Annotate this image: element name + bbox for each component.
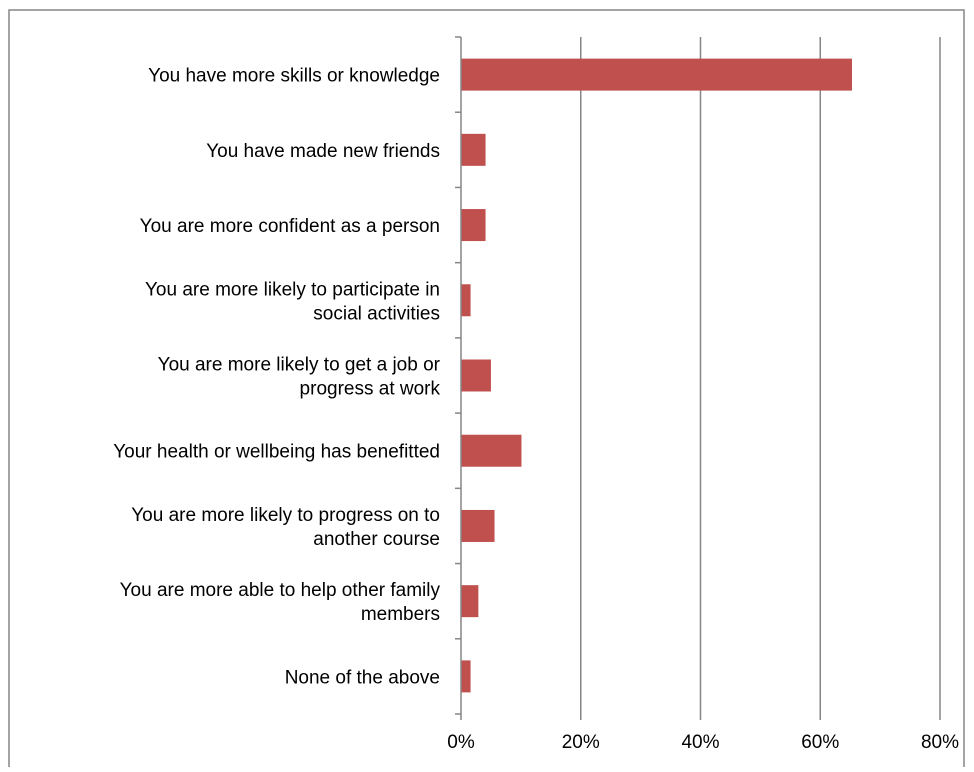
bar (461, 434, 522, 467)
category-label: social activities (313, 303, 440, 324)
category-label: You are more likely to get a job or (158, 355, 441, 376)
category-label: You have made new friends (206, 141, 440, 162)
x-tick-label: 0% (447, 732, 475, 753)
category-label: You have more skills or knowledge (148, 66, 440, 87)
bar (461, 58, 852, 91)
category-label: You are more able to help other family (120, 580, 441, 601)
x-tick-labels: 0% 20% 40% 60% 80% (447, 732, 959, 753)
bar (461, 509, 495, 542)
bar (461, 284, 471, 317)
bar (461, 585, 479, 618)
category-label: Your health or wellbeing has benefitted (113, 442, 440, 463)
category-label: You are more confident as a person (140, 216, 440, 237)
category-label: None of the above (285, 667, 440, 688)
category-label: another course (313, 529, 440, 550)
category-label: members (361, 604, 440, 625)
x-tick-label: 80% (921, 732, 959, 753)
bar (461, 359, 491, 392)
category-label: progress at work (300, 379, 441, 400)
bar (461, 660, 471, 693)
y-axis (455, 36, 941, 720)
category-label: You are more likely to progress on to (131, 505, 440, 526)
bar (461, 133, 486, 166)
x-tick-label: 40% (681, 732, 719, 753)
category-labels: You have more skills or knowledge You hav… (113, 66, 440, 689)
bars (461, 58, 852, 693)
x-tick-label: 60% (801, 732, 839, 753)
gridlines (580, 37, 941, 714)
bar (461, 209, 486, 242)
x-tick-label: 20% (562, 732, 600, 753)
category-label: You are more likely to participate in (145, 279, 440, 300)
